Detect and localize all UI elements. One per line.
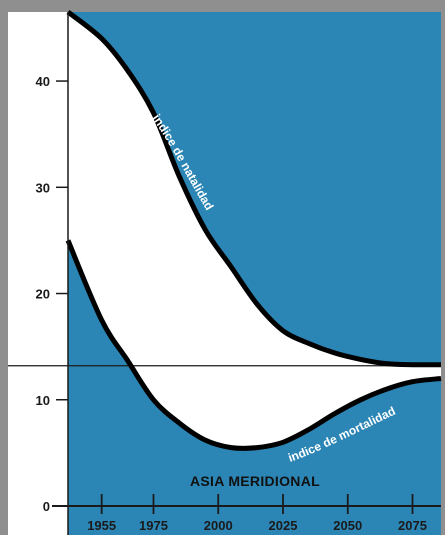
- y-axis-ticks: 0 10 20 30 40: [36, 74, 68, 514]
- birth-rate-curve: [66, 10, 442, 368]
- x-tick-label: 1975: [139, 518, 168, 533]
- x-tick-label: 1955: [87, 518, 116, 533]
- x-axis-ticks: 1955 1975 2000 2025 2050 2075: [87, 494, 427, 533]
- x-tick-label: 2050: [333, 518, 362, 533]
- y-tick-label: 20: [36, 287, 50, 302]
- y-tick-label: 40: [36, 74, 50, 89]
- chart-title: ASIA MERIDIONAL: [190, 473, 320, 489]
- y-tick-label: 0: [43, 499, 50, 514]
- x-tick-label: 2025: [269, 518, 298, 533]
- y-tick-label: 30: [36, 180, 50, 195]
- y-tick-label: 10: [36, 393, 50, 408]
- x-tick-label: 2000: [204, 518, 233, 533]
- x-tick-label: 2075: [398, 518, 427, 533]
- axis-panel: [8, 12, 68, 535]
- death-rate-curve: [65, 239, 442, 451]
- area-between-curves: [68, 12, 441, 449]
